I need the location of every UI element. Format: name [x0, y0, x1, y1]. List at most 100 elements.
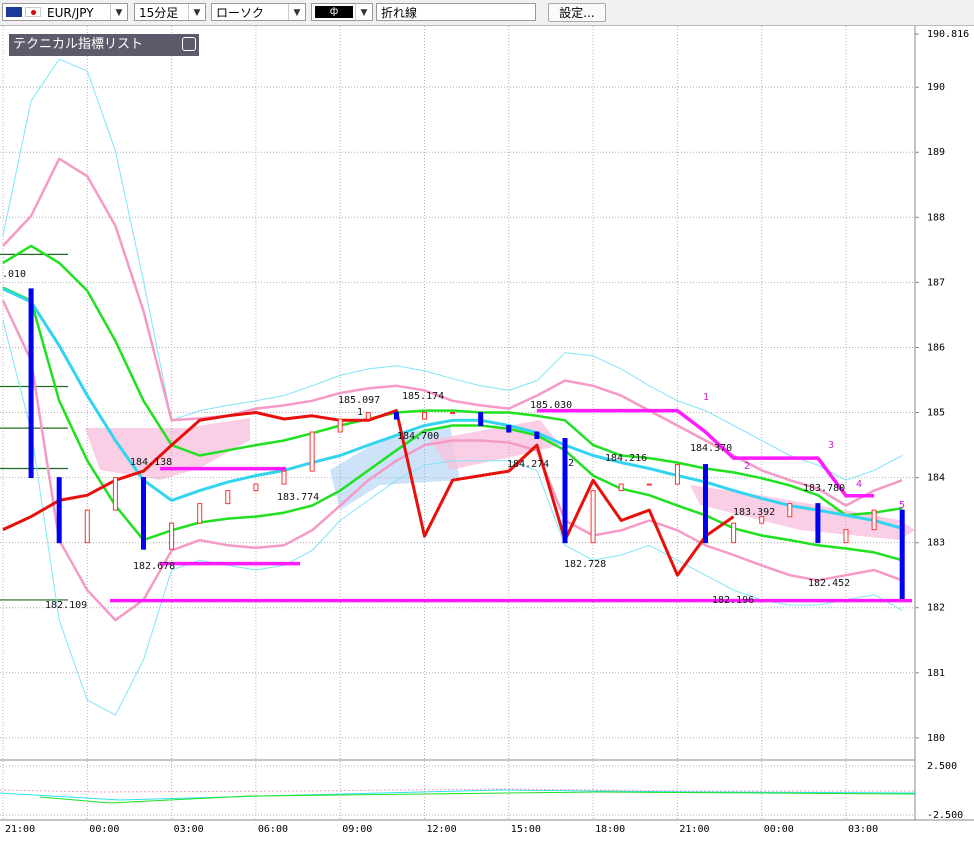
candle — [506, 425, 512, 433]
chart-style-select[interactable]: ローソク ▼ — [211, 3, 306, 21]
color-select[interactable]: ф ▼ — [311, 3, 373, 21]
candle — [253, 483, 259, 492]
candle — [112, 477, 118, 511]
y-tick-label: 186 — [927, 342, 945, 353]
series-line — [2, 320, 903, 716]
y-tick-label: 180 — [927, 733, 945, 744]
indicator-panel[interactable]: テクニカル指標リスト — [9, 34, 199, 56]
wave-label: 1 — [703, 392, 709, 403]
candle — [618, 483, 624, 492]
sub-y-tick-label: -2.500 — [927, 810, 963, 821]
series-line — [2, 157, 903, 507]
series-line — [2, 286, 903, 562]
indicator-panel-title: テクニカル指標リスト — [13, 37, 144, 52]
oscillator — [0, 789, 916, 801]
candle — [169, 522, 175, 550]
line-type-select[interactable]: 折れ線 — [376, 3, 536, 21]
price-label: 185.174 — [402, 391, 444, 402]
timeframe: 15分足 — [139, 6, 179, 20]
candle — [703, 464, 708, 544]
y-tick-label: 189 — [927, 147, 945, 158]
y-tick-label: 187 — [927, 277, 945, 288]
candle — [450, 412, 456, 415]
series-line — [536, 408, 875, 498]
candle — [225, 490, 231, 505]
price-label: 184.216 — [605, 453, 647, 464]
series-line — [1, 300, 903, 622]
settings-button[interactable]: 設定... — [548, 3, 606, 22]
symbol-select[interactable]: EUR/JPY ▼ — [2, 3, 128, 21]
x-tick-label: 09:00 — [342, 824, 372, 835]
toolbar: EUR/JPY ▼ 15分足 ▼ ローソク ▼ ф ▼ 折れ線 設定... — [0, 0, 974, 26]
price-label: 185.030 — [530, 400, 572, 411]
x-tick-label: 03:00 — [848, 824, 878, 835]
price-label: 182.196 — [712, 595, 754, 606]
candle — [478, 412, 484, 427]
symbol: EUR/JPY — [47, 6, 94, 20]
grid: 180 181 182 183 184 185 186 187 188 189 190 190.816… — [0, 26, 969, 835]
price-label: .010 — [2, 269, 26, 280]
price-label: 182.109 — [45, 600, 87, 611]
x-tick-label: 00:00 — [764, 824, 794, 835]
candle — [843, 529, 849, 544]
x-tick-label: 12:00 — [427, 824, 457, 835]
candle — [28, 288, 34, 479]
candle — [84, 509, 90, 544]
y-tick-label: 184 — [927, 473, 945, 484]
candle — [197, 503, 203, 524]
price-label: 184.138 — [130, 457, 172, 468]
candle — [309, 431, 315, 472]
y-tick-label: 190.816 — [927, 29, 969, 40]
wave-label: 1 — [357, 407, 363, 418]
candle — [365, 412, 371, 420]
candle — [674, 464, 680, 485]
y-tick-label: 182 — [927, 603, 945, 614]
flag-eu — [6, 7, 22, 17]
price-label: 184.370 — [690, 443, 732, 454]
y-tick-label: 188 — [927, 212, 945, 223]
price-label: 183.780 — [803, 483, 845, 494]
x-tick-label: 00:00 — [89, 824, 119, 835]
y-tick-label: 185 — [927, 408, 945, 419]
series-line — [2, 244, 903, 517]
candle — [646, 483, 652, 486]
wave-label: 2 — [568, 458, 574, 469]
price-label: 183.392 — [733, 507, 775, 518]
sub-y-tick-label: 2.500 — [927, 761, 957, 772]
plot-area — [0, 26, 915, 820]
candle — [590, 490, 596, 544]
candle — [731, 522, 737, 544]
marks: .010 184.138 182.678 182.109 185.097 185.174 1… — [0, 58, 912, 716]
y-tick-label: 190 — [927, 82, 945, 93]
flag-jp — [25, 7, 41, 17]
chart-style: ローソク — [216, 6, 265, 20]
price-label: 185.097 — [338, 395, 380, 406]
oscillator — [0, 788, 915, 793]
oscillator — [39, 791, 916, 804]
candle — [141, 477, 146, 550]
series-line — [2, 287, 903, 530]
price-label: 183.774 — [277, 492, 319, 503]
candle — [56, 477, 62, 544]
candle — [422, 412, 427, 420]
y-tick-label: 181 — [927, 668, 945, 679]
wave-label: 2 — [744, 461, 750, 472]
x-tick-label: 03:00 — [174, 824, 204, 835]
series-line — [2, 58, 903, 481]
wave-label: 5 — [899, 500, 905, 511]
candle — [534, 431, 540, 440]
wave-label: 3 — [828, 440, 834, 451]
candle — [337, 418, 343, 433]
x-tick-label: 06:00 — [258, 824, 288, 835]
candle — [899, 509, 905, 602]
x-tick-label: 21:00 — [5, 824, 35, 835]
x-tick-label: 21:00 — [679, 824, 709, 835]
price-label: 182.452 — [808, 578, 850, 589]
series-line — [2, 409, 735, 577]
candle — [871, 509, 877, 531]
x-tick-label: 15:00 — [511, 824, 541, 835]
candle — [787, 503, 793, 518]
timeframe-select[interactable]: 15分足 ▼ — [134, 3, 206, 21]
